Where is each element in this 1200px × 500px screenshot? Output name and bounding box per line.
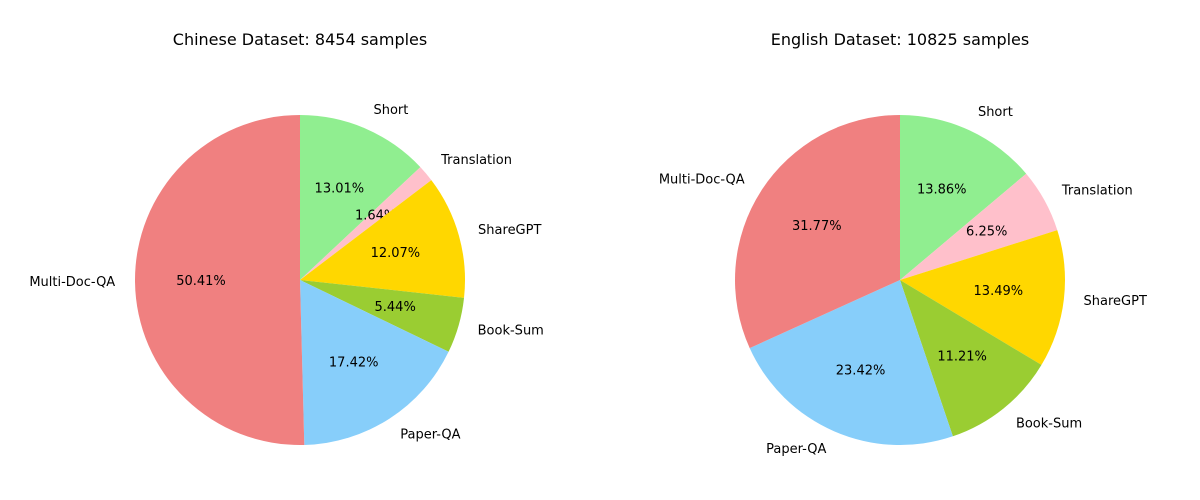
pie-pct-label: 12.07% <box>371 246 421 261</box>
pie-category-label: Multi-Doc-QA <box>659 172 745 187</box>
pie-pct-label: 6.25% <box>966 225 1007 240</box>
pie-english: 13.86% Short 6.25% Translation 13.49% ShareGP… <box>600 0 1200 500</box>
pie-category-label: Book-Sum <box>1016 416 1082 431</box>
pie-pct-label: 17.42% <box>329 356 379 371</box>
pie-pct-label: 50.41% <box>176 274 226 289</box>
pie-pct-label: 31.77% <box>792 219 842 234</box>
pie-category-label: Translation <box>1061 183 1133 198</box>
subplot-chinese: Chinese Dataset: 8454 samples 13.01%Shor… <box>0 0 600 500</box>
pie-category-label: Paper-QA <box>400 428 460 443</box>
pie-category-label: ShareGPT <box>1084 294 1147 309</box>
pie-pct-label: 13.49% <box>974 284 1024 299</box>
pie-category-label: Book-Sum <box>478 323 544 338</box>
subplot-english: English Dataset: 10825 samples 13.86%Sho… <box>600 0 1200 500</box>
pie-pct-label: 23.42% <box>836 363 886 378</box>
pie-pct-label: 5.44% <box>375 300 416 315</box>
pie-category-label: Short <box>373 103 408 118</box>
figure: Chinese Dataset: 8454 samples 13.01%Shor… <box>0 0 1200 500</box>
pie-category-label: ShareGPT <box>478 223 541 238</box>
pie-category-label: Translation <box>440 153 512 168</box>
pie-category-label: Multi-Doc-QA <box>29 275 115 290</box>
pie-pct-label: 13.86% <box>917 183 967 198</box>
pie-pct-label: 13.01% <box>315 182 365 197</box>
pie-category-label: Paper-QA <box>766 442 826 457</box>
pie-pct-label: 11.21% <box>937 350 987 365</box>
pie-chinese: 13.01%Short1.64%Translation12.07%ShareGP… <box>0 0 600 500</box>
pie-category-label: Short <box>978 105 1013 120</box>
